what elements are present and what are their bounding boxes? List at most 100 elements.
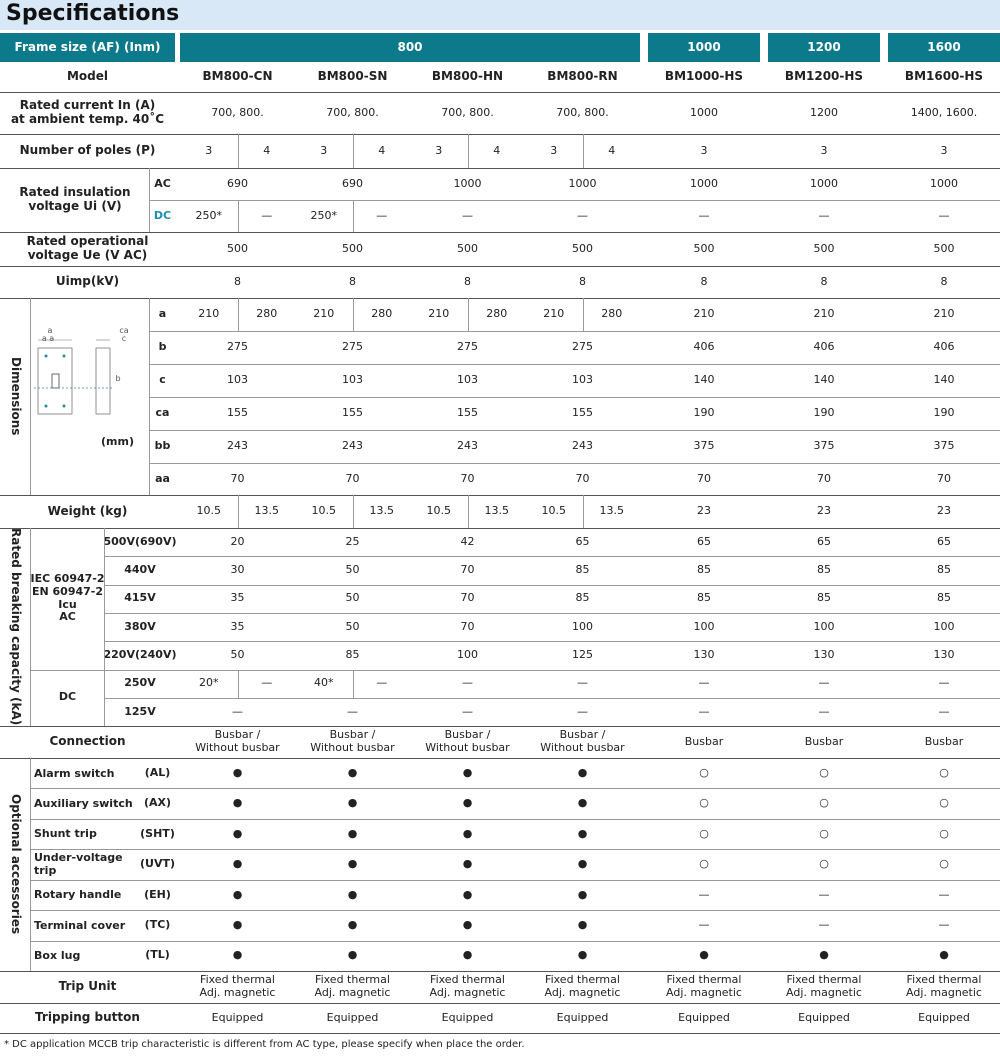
diagram-label: c bbox=[121, 334, 127, 343]
cell: 155 bbox=[227, 406, 248, 420]
cell: 85 bbox=[817, 563, 831, 577]
row-line bbox=[30, 940, 1000, 942]
cell: BM800-SN bbox=[317, 69, 388, 84]
cell: Fixed thermal Adj. magnetic bbox=[666, 973, 742, 999]
row-line bbox=[0, 528, 1000, 529]
row-line bbox=[30, 910, 1000, 912]
column-line bbox=[30, 758, 31, 971]
cell: 50 bbox=[345, 591, 360, 605]
cell: ○ bbox=[699, 796, 709, 810]
cell: Equipped bbox=[441, 1010, 494, 1024]
cell: BM800-CN bbox=[202, 69, 273, 84]
sub-label: Rotary handle bbox=[34, 888, 122, 902]
column-line bbox=[30, 528, 31, 726]
cell: ● bbox=[819, 948, 829, 962]
sub-label: 415V bbox=[124, 591, 156, 605]
column-line bbox=[104, 528, 105, 670]
row-label: Rated current In (A) at ambient temp. 40… bbox=[10, 98, 165, 126]
cell: 375 bbox=[693, 439, 715, 453]
cell: ● bbox=[939, 948, 949, 962]
cell: 1000 bbox=[453, 176, 482, 190]
cell: 13.5 bbox=[467, 495, 526, 528]
cell: 375 bbox=[813, 439, 835, 453]
cell: — bbox=[577, 704, 588, 718]
cell: Fixed thermal Adj. magnetic bbox=[786, 973, 862, 999]
title-bar bbox=[0, 0, 1000, 30]
column-line bbox=[104, 669, 105, 726]
cell: 210 bbox=[198, 307, 220, 321]
cell: 275 bbox=[457, 340, 478, 354]
row-line bbox=[0, 726, 1000, 727]
cell: 100 bbox=[813, 619, 835, 633]
row-line bbox=[150, 397, 1000, 398]
section-label: Dimensions bbox=[8, 357, 23, 436]
cell: — bbox=[462, 676, 473, 690]
row-line bbox=[105, 584, 1000, 586]
row-label: Rated operational voltage Ue (V AC) bbox=[26, 234, 149, 262]
cell: — bbox=[577, 208, 588, 222]
cell: 85 bbox=[575, 591, 590, 605]
cell: 70 bbox=[575, 471, 590, 485]
cell: 70 bbox=[697, 471, 711, 485]
cell: 70 bbox=[460, 563, 475, 577]
cell: 190 bbox=[813, 406, 835, 420]
sub-label: Auxiliary switch bbox=[34, 797, 133, 811]
row-line bbox=[0, 758, 1000, 759]
cell: — bbox=[818, 917, 830, 931]
sub-code: (SHT) bbox=[140, 826, 175, 840]
sub-label: 125V bbox=[124, 704, 156, 718]
row-label: Uimp(kV) bbox=[55, 274, 120, 289]
sub-label: ca bbox=[155, 406, 170, 420]
cell: 190 bbox=[933, 406, 955, 420]
cell: Equipped bbox=[918, 1010, 970, 1024]
cell: 275 bbox=[227, 340, 248, 354]
row-line bbox=[30, 849, 1000, 851]
cell: 65 bbox=[817, 534, 831, 548]
cell: ○ bbox=[819, 796, 829, 810]
row-line bbox=[0, 134, 1000, 135]
cell: — bbox=[232, 704, 243, 718]
row-line bbox=[0, 1033, 1000, 1034]
cell: ● bbox=[232, 796, 243, 810]
cell: BM800-RN bbox=[547, 69, 618, 84]
row-line bbox=[150, 200, 1000, 201]
row-label: Rated insulation voltage Ui (V) bbox=[19, 185, 131, 213]
cell: 500 bbox=[342, 241, 363, 255]
cell: 155 bbox=[457, 406, 478, 420]
group-label: DC bbox=[58, 690, 77, 704]
cell: 100 bbox=[572, 619, 593, 633]
cell: ● bbox=[347, 765, 358, 779]
cell: BM800-HN bbox=[431, 69, 504, 84]
cell: 3 bbox=[820, 143, 828, 157]
row-line bbox=[0, 971, 1000, 972]
cell: — bbox=[938, 704, 950, 718]
cell: 243 bbox=[342, 439, 363, 453]
diagram-label: ca bbox=[119, 326, 129, 335]
cell: 1200 bbox=[810, 105, 838, 119]
cell: 275 bbox=[342, 340, 363, 354]
cell: ● bbox=[462, 857, 473, 871]
row-line bbox=[105, 697, 1000, 699]
cell: ● bbox=[347, 917, 358, 931]
cell: ● bbox=[462, 796, 473, 810]
cell: 8 bbox=[700, 274, 708, 288]
cell: — bbox=[938, 676, 950, 690]
cell: 50 bbox=[345, 563, 360, 577]
dimension-unit: (mm) bbox=[101, 434, 134, 448]
cell: 103 bbox=[457, 373, 478, 387]
cell: 8 bbox=[234, 274, 241, 288]
cell: 130 bbox=[693, 648, 715, 662]
cell: Fixed thermal Adj. magnetic bbox=[314, 973, 391, 999]
cell: 103 bbox=[572, 373, 593, 387]
cell: 130 bbox=[813, 648, 835, 662]
cell: ○ bbox=[819, 765, 829, 779]
cell: 40* bbox=[314, 676, 334, 690]
cell: 4 bbox=[237, 134, 296, 168]
sub-label: Box lug bbox=[34, 949, 81, 963]
cell: — bbox=[577, 676, 588, 690]
diagram-label: a a bbox=[41, 334, 55, 343]
cell: ● bbox=[577, 887, 588, 901]
sub-code: (AX) bbox=[143, 796, 172, 810]
cell: — bbox=[347, 704, 358, 718]
